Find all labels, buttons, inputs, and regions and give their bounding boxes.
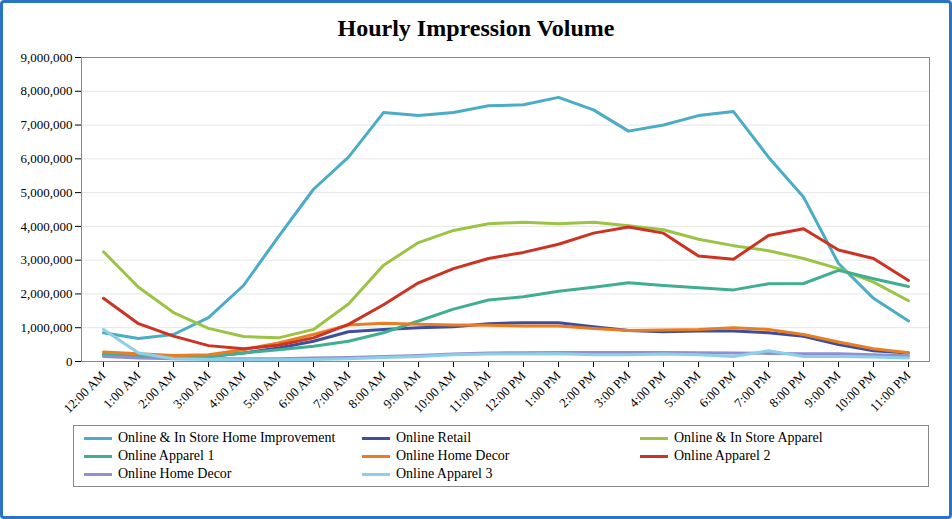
svg-text:5:00 PM: 5:00 PM [661, 367, 704, 410]
svg-text:9,000,000: 9,000,000 [21, 50, 73, 65]
svg-text:9:00 PM: 9:00 PM [801, 367, 844, 411]
html-text:Online Apparel 1: Online Apparel 1 [118, 448, 215, 463]
svg-text:5,000,000: 5,000,000 [21, 185, 73, 200]
svg-text:2:00 PM: 2:00 PM [556, 367, 599, 410]
svg-text:7:00 AM: 7:00 AM [310, 367, 354, 411]
svg-text:3:00 AM: 3:00 AM [170, 367, 214, 411]
html-text:Hourly Impression Volume: Hourly Impression Volume [337, 15, 615, 41]
html-text:Online & In Store Apparel: Online & In Store Apparel [674, 430, 823, 445]
svg-text:8:00 PM: 8:00 PM [766, 367, 809, 410]
svg-text:10:00 AM: 10:00 AM [410, 367, 459, 416]
html-text:Online & In Store Home Improve: Online & In Store Home Improvement [118, 430, 336, 445]
svg-text:0: 0 [66, 354, 73, 369]
svg-text:1,000,000: 1,000,000 [21, 320, 73, 335]
html-text:Online Home Decor: Online Home Decor [396, 448, 510, 463]
svg-text:7,000,000: 7,000,000 [21, 117, 73, 132]
svg-text:10:00 PM: 10:00 PM [831, 367, 879, 415]
svg-text:4,000,000: 4,000,000 [21, 219, 73, 234]
svg-text:6:00 PM: 6:00 PM [696, 367, 739, 410]
svg-text:8:00 AM: 8:00 AM [345, 367, 389, 411]
svg-text:6:00 AM: 6:00 AM [275, 367, 319, 411]
svg-text:8,000,000: 8,000,000 [21, 83, 73, 98]
svg-text:3:00 PM: 3:00 PM [591, 367, 634, 410]
svg-text:1:00 PM: 1:00 PM [521, 367, 564, 410]
svg-text:2:00 AM: 2:00 AM [135, 367, 179, 411]
svg-text:11:00 AM: 11:00 AM [445, 367, 494, 416]
html-text:Online Home Decor: Online Home Decor [118, 466, 232, 481]
svg-text:12:00 PM: 12:00 PM [481, 367, 528, 414]
svg-text:2,000,000: 2,000,000 [21, 286, 73, 301]
svg-text:9:00 AM: 9:00 AM [380, 367, 424, 412]
svg-text:3,000,000: 3,000,000 [21, 252, 73, 267]
svg-text:4:00 PM: 4:00 PM [626, 367, 669, 410]
svg-text:7:00 PM: 7:00 PM [731, 367, 774, 410]
svg-text:1:00 AM: 1:00 AM [100, 367, 144, 411]
svg-text:12:00 AM: 12:00 AM [60, 367, 108, 415]
svg-text:5:00 AM: 5:00 AM [240, 367, 284, 411]
html-text:Online Apparel 3: Online Apparel 3 [396, 466, 493, 481]
html-text:Online Apparel 2: Online Apparel 2 [674, 448, 771, 463]
svg-text:4:00 AM: 4:00 AM [205, 367, 249, 411]
html-text:Online Retail: Online Retail [396, 430, 471, 445]
svg-text:6,000,000: 6,000,000 [21, 151, 73, 166]
svg-text:11:00 PM: 11:00 PM [867, 367, 914, 414]
